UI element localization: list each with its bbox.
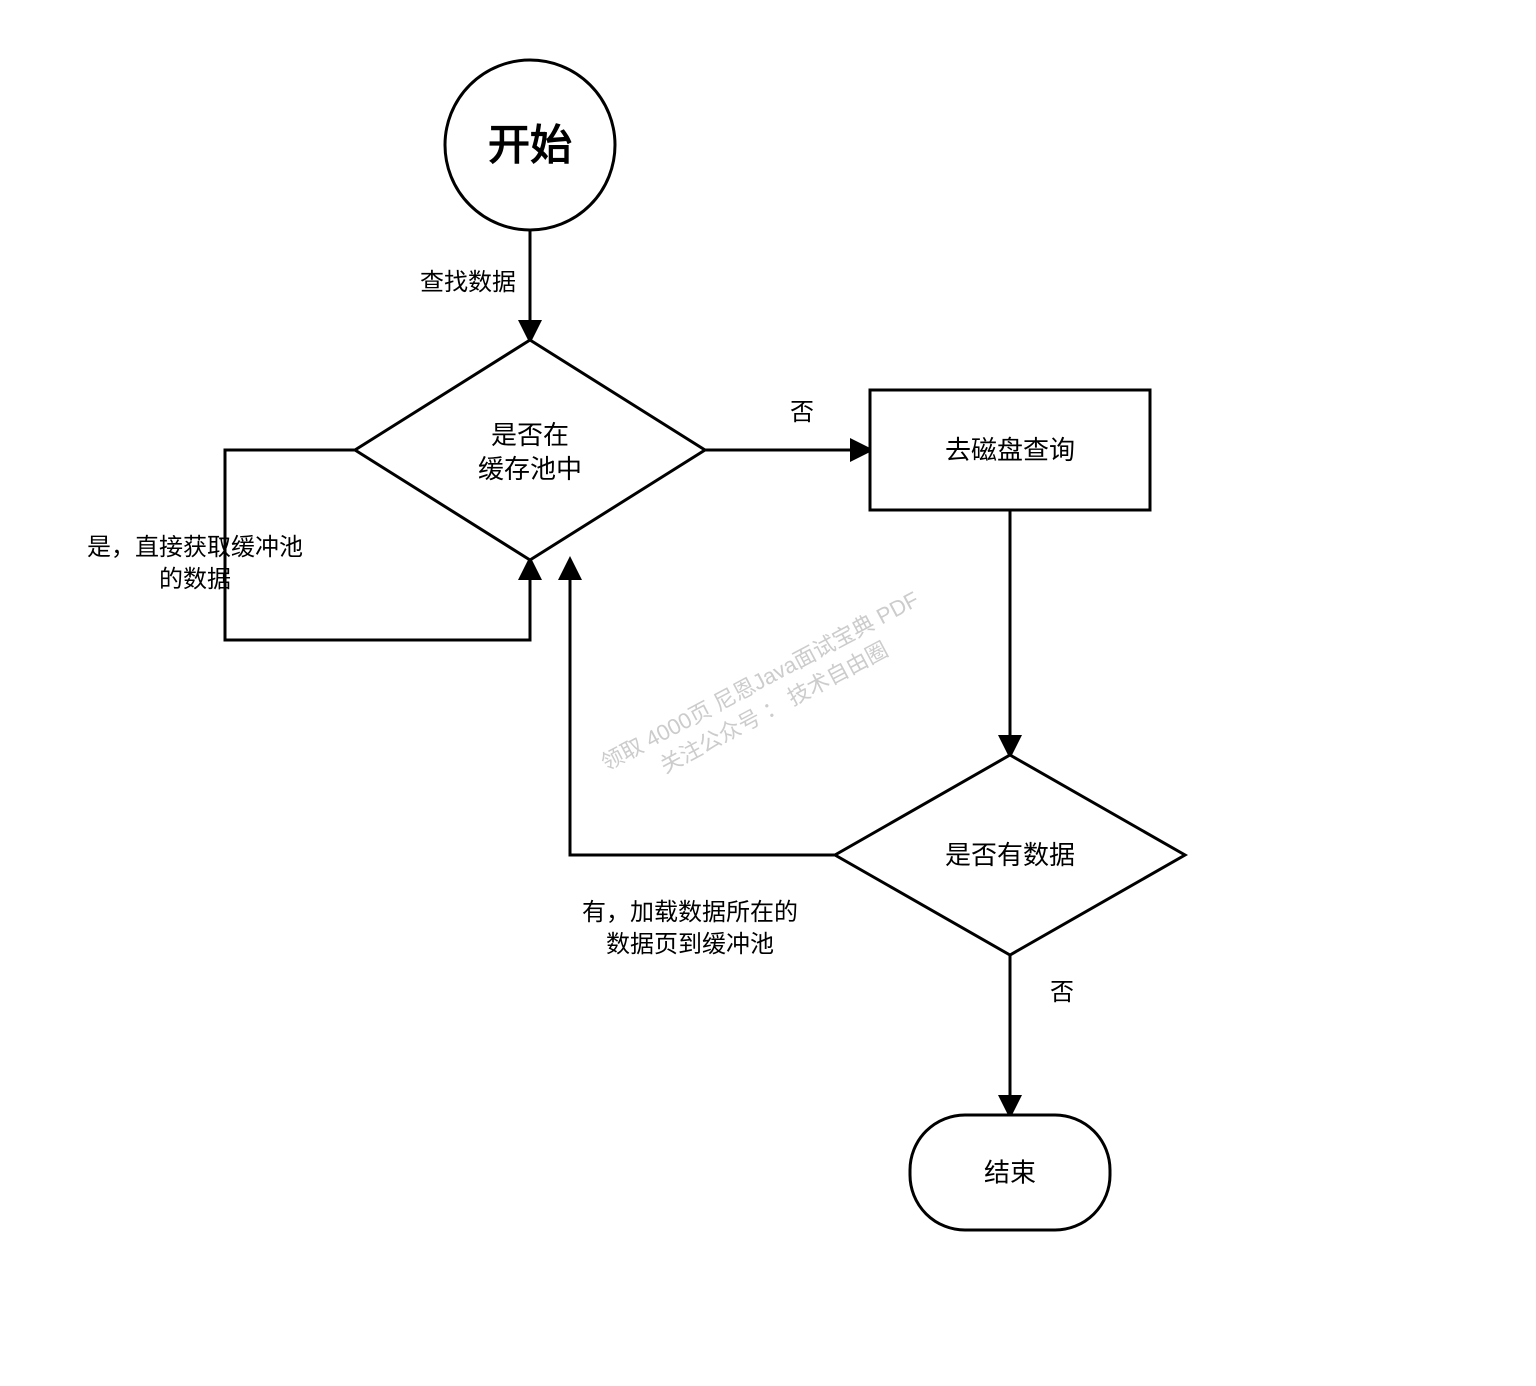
watermark: 领取 4000页 尼恩Java面试宝典 PDF 关注公众号 ： 技术自由圈 (597, 586, 937, 802)
edge-decision1-to-process1-label: 否 (790, 399, 814, 426)
node-start-label: 开始 (488, 122, 572, 169)
edge-start-to-decision1-label: 查找数据 (420, 269, 516, 296)
node-decision-buffer-pool (355, 340, 705, 560)
edge-decision1-self-label-1: 是，直接获取缓冲池 (87, 534, 303, 561)
edge-decision2-to-decision1-label-2: 数据页到缓冲池 (606, 931, 774, 958)
node-process-query-disk-label: 去磁盘查询 (945, 435, 1075, 465)
node-decision-buffer-pool-label-1: 是否在 (491, 420, 569, 450)
node-decision-buffer-pool-label-2: 缓存池中 (478, 454, 582, 484)
edge-decision2-to-end-label: 否 (1050, 979, 1074, 1006)
watermark-line1: 领取 4000页 尼恩Java面试宝典 PDF (597, 586, 923, 775)
node-decision-has-data-label: 是否有数据 (945, 840, 1075, 870)
edge-decision1-self-label-2: 的数据 (159, 566, 231, 593)
node-end-label: 结束 (984, 1158, 1036, 1188)
edge-decision2-to-decision1-label-1: 有，加载数据所在的 (582, 899, 798, 926)
